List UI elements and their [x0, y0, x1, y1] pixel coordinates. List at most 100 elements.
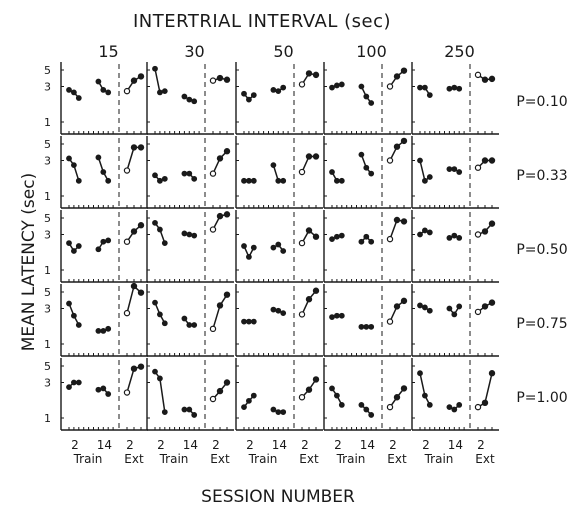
train-data-point	[250, 392, 257, 399]
x-tick-label: 2	[477, 438, 485, 452]
train-data-point	[368, 170, 375, 177]
train-data-point	[334, 392, 340, 399]
ext-series-line	[301, 290, 317, 315]
ext-data-point	[223, 291, 231, 298]
x-tick-label: 14	[97, 438, 112, 452]
panel	[323, 62, 411, 135]
ext-data-point	[216, 212, 224, 220]
train-data-point	[358, 83, 365, 90]
ext-data-point	[209, 325, 217, 333]
ext-data-point	[312, 233, 320, 240]
train-data-point	[422, 304, 428, 311]
panel	[411, 62, 499, 135]
train-data-point	[161, 175, 168, 182]
panel	[235, 358, 323, 431]
x-tick-label: 2	[422, 438, 430, 452]
train-data-point	[100, 238, 107, 245]
ext-series-line	[212, 294, 228, 330]
train-data-point	[338, 401, 345, 408]
train-data-point	[157, 89, 163, 96]
ext-data-point	[209, 395, 217, 403]
y-tick-label: 5	[44, 138, 51, 151]
train-data-point	[422, 177, 428, 184]
x-tick-label: 14	[448, 438, 463, 452]
panel	[323, 210, 411, 283]
train-data-point	[451, 232, 458, 239]
train-data-point	[191, 322, 198, 328]
train-data-point	[66, 87, 72, 93]
train-data-point	[368, 412, 375, 418]
panel-grid	[60, 62, 499, 431]
ext-data-point	[474, 403, 482, 411]
train-data-point	[152, 172, 158, 179]
train-data-point	[426, 307, 433, 314]
train-data-point	[329, 169, 335, 175]
panel	[60, 210, 148, 283]
x-tick-label: 2	[71, 438, 79, 452]
train-data-point	[456, 169, 463, 175]
train-data-point	[181, 315, 188, 322]
train-data-point	[161, 88, 168, 95]
ext-data-point	[400, 297, 408, 305]
ext-data-point	[216, 302, 224, 309]
train-data-point	[280, 84, 287, 91]
y-tick-label: 1	[44, 116, 51, 129]
train-data-point	[66, 384, 72, 391]
train-data-point	[105, 89, 112, 96]
panel	[235, 136, 323, 209]
ext-series-line	[126, 146, 141, 171]
train-data-point	[241, 318, 247, 325]
train-data-point	[280, 310, 287, 317]
ext-data-point	[298, 394, 306, 401]
column-label: 15	[98, 42, 118, 61]
train-data-point	[338, 312, 345, 319]
train-data-point	[100, 87, 107, 93]
y-tick-label: 3	[44, 303, 51, 316]
train-data-point	[71, 312, 77, 319]
ext-data-point	[130, 365, 138, 372]
ext-data-point	[298, 81, 306, 88]
x-tick-label: 2	[126, 438, 134, 452]
train-data-point	[181, 230, 188, 237]
train-data-point	[186, 406, 193, 413]
ext-data-point	[123, 167, 131, 174]
train-data-point	[358, 238, 365, 245]
ext-data-point	[481, 157, 489, 164]
ext-data-point	[312, 376, 320, 383]
train-data-point	[181, 406, 188, 413]
row-label: P=0.33	[516, 168, 567, 184]
x-tick-label: 14	[360, 438, 375, 452]
train-data-point	[186, 96, 193, 103]
x-group-label-train: Train	[73, 452, 103, 466]
ext-data-point	[481, 303, 489, 310]
train-data-point	[338, 81, 345, 88]
train-data-point	[191, 232, 198, 239]
train-data-point	[100, 327, 107, 334]
row-label: P=0.10	[516, 94, 567, 110]
ext-data-point	[481, 399, 489, 407]
x-tick-label: 2	[334, 438, 342, 452]
ext-data-point	[123, 87, 131, 95]
x-group-label-train: Train	[248, 452, 278, 466]
train-data-point	[152, 219, 158, 226]
ext-data-point	[312, 287, 320, 294]
train-data-point	[152, 299, 158, 306]
x-group-label-ext: Ext	[475, 452, 495, 466]
column-labels: 15 30 50 100 250	[98, 42, 474, 61]
y-tick-label: 5	[44, 360, 51, 373]
train-data-point	[270, 162, 277, 169]
train-data-point	[71, 89, 77, 96]
ext-data-point	[298, 168, 306, 176]
train-data-point	[246, 397, 252, 404]
train-data-point	[334, 312, 340, 319]
x-group-label-train: Train	[159, 452, 189, 466]
train-data-point	[186, 322, 193, 328]
ext-data-point	[386, 403, 394, 411]
x-tick-label: 2	[212, 438, 220, 452]
panel	[323, 358, 411, 431]
train-data-point	[368, 323, 375, 330]
ext-data-point	[305, 70, 313, 77]
train-data-point	[338, 232, 345, 239]
train-data-point	[446, 235, 453, 241]
train-data-point	[451, 406, 458, 413]
